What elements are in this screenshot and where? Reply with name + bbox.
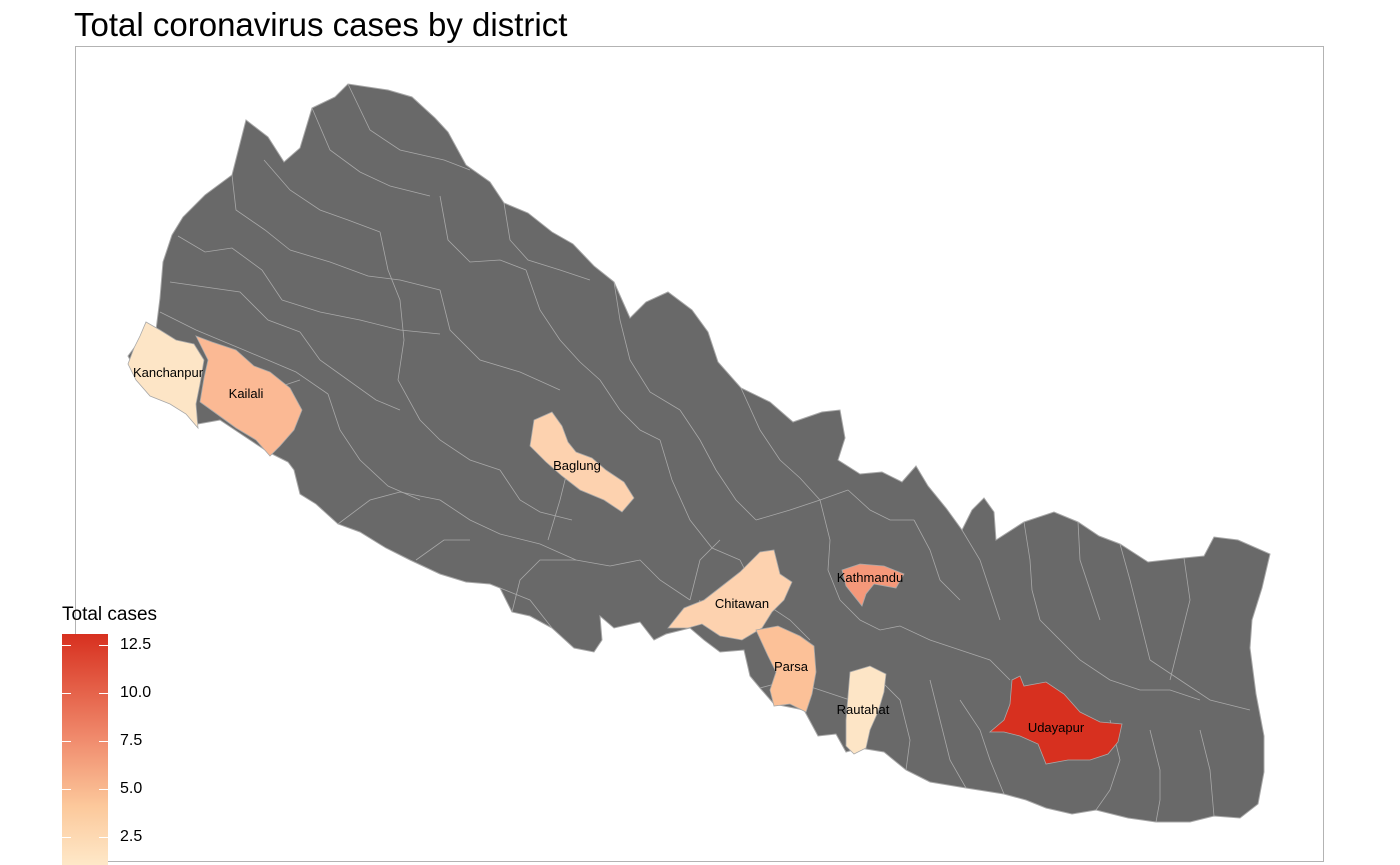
- label-kanchanpur: Kanchanpur: [133, 365, 204, 380]
- district-chitawan: [667, 549, 793, 641]
- label-kailali: Kailali: [229, 386, 264, 401]
- legend-tick-label: 12.5: [120, 636, 152, 653]
- legend-title: Total cases: [62, 604, 158, 625]
- district-borders: [159, 83, 1251, 823]
- district-kanchanpur: [127, 321, 205, 430]
- legend-tick: [62, 693, 108, 694]
- district-rautahat: [845, 665, 887, 755]
- label-baglung: Baglung: [553, 458, 601, 473]
- label-rautahat: Rautahat: [837, 702, 890, 717]
- label-udayapur: Udayapur: [1028, 720, 1085, 735]
- nepal-outline: [127, 83, 1271, 823]
- legend-tick-label: 7.5: [120, 732, 143, 749]
- district-kathmandu: [841, 563, 905, 607]
- district-kailali: [195, 335, 303, 457]
- map-panel: [75, 46, 1324, 862]
- legend-tick: [62, 645, 108, 646]
- label-chitawan: Chitawan: [715, 596, 769, 611]
- legend-tick: [62, 789, 108, 790]
- district-baglung: [529, 411, 635, 513]
- legend-tick: [62, 741, 108, 742]
- district-parsa: [755, 625, 817, 713]
- label-kathmandu: Kathmandu: [837, 570, 904, 585]
- legend-tick-label: 5.0: [120, 780, 143, 797]
- label-parsa: Parsa: [774, 659, 809, 674]
- legend-tick: [62, 837, 108, 838]
- legend-color-bar: [62, 634, 108, 865]
- map-title: Total coronavirus cases by district: [74, 6, 568, 43]
- district-udayapur: [988, 675, 1123, 765]
- legend-tick-label: 2.5: [120, 828, 143, 845]
- legend-tick-label: 10.0: [120, 684, 152, 701]
